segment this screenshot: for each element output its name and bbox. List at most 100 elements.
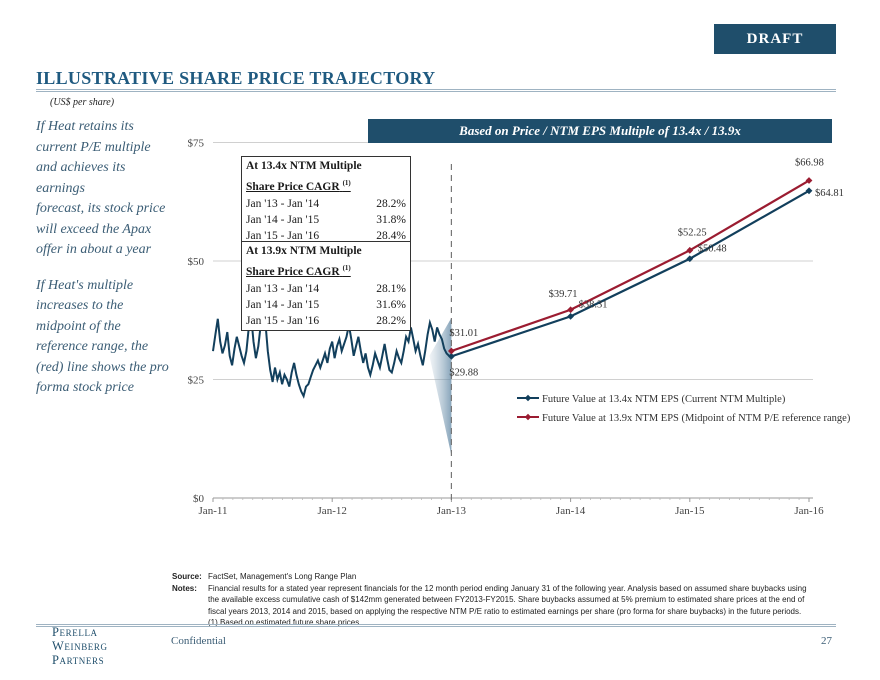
data-label: $29.88 bbox=[449, 367, 478, 378]
cagr-row: Jan '14 - Jan '15 31.6% bbox=[246, 297, 406, 313]
y-tick-label: $25 bbox=[188, 375, 205, 387]
cagr-period: Jan '15 - Jan '16 bbox=[246, 314, 320, 327]
data-label: $39.71 bbox=[549, 289, 578, 300]
title-rule bbox=[36, 89, 836, 92]
source-key: Source: bbox=[172, 572, 202, 581]
sidebar-paragraph-2: If Heat's multiple increases to the midp… bbox=[36, 276, 169, 399]
sidebar-line: reference range, the bbox=[36, 339, 149, 354]
cagr-period: Jan '13 - Jan '14 bbox=[246, 282, 320, 295]
x-tick-label: Jan-13 bbox=[437, 505, 467, 517]
legend-label: Future Value at 13.4x NTM EPS (Current N… bbox=[542, 394, 786, 405]
cagr-period: Jan '13 - Jan '14 bbox=[246, 197, 320, 210]
projection-wedge bbox=[429, 317, 452, 456]
x-tick-label: Jan-12 bbox=[318, 505, 347, 517]
sidebar-line: forma stock price bbox=[36, 380, 134, 395]
data-point-marker bbox=[448, 347, 455, 355]
sidebar-commentary: If Heat retains its current P/E multiple… bbox=[36, 117, 169, 414]
cagr-value: 31.6% bbox=[376, 298, 406, 311]
cagr-subheader-text: Share Price CAGR bbox=[246, 265, 340, 278]
logo-line: Partners bbox=[52, 653, 105, 667]
cagr-row: Jan '13 - Jan '14 28.1% bbox=[246, 281, 406, 297]
data-point-marker bbox=[686, 255, 694, 263]
page-title: ILLUSTRATIVE SHARE PRICE TRAJECTORY bbox=[36, 68, 436, 88]
notes-line: fiscal years 2013, 2014 and 2015, based … bbox=[208, 606, 802, 616]
footnotes: Source: FactSet, Management's Long Range… bbox=[172, 571, 812, 629]
cagr-table-header: At 13.4x NTM Multiple bbox=[246, 160, 362, 172]
data-point-marker bbox=[567, 306, 574, 314]
footnote-marker: (1) bbox=[342, 179, 351, 187]
sidebar-line: If Heat retains its bbox=[36, 119, 134, 134]
y-tick-label: $50 bbox=[188, 256, 205, 268]
data-point-marker bbox=[686, 246, 694, 254]
sidebar-line: offer in about a year bbox=[36, 242, 152, 257]
sidebar-line: and achieves its bbox=[36, 160, 126, 175]
cagr-table-13-4x: At 13.4x NTM Multiple Share Price CAGR (… bbox=[241, 156, 411, 246]
x-tick-label: Jan-14 bbox=[556, 505, 586, 517]
sidebar-line: current P/E multiple bbox=[36, 139, 151, 155]
notes-text: Financial results for a stated year repr… bbox=[208, 583, 812, 629]
sidebar-line: (red) line shows the pro bbox=[36, 359, 169, 375]
sidebar-line: will exceed the Apax bbox=[36, 221, 152, 237]
page-number: 27 bbox=[821, 635, 832, 647]
data-label: $31.01 bbox=[449, 328, 478, 339]
logo-line: Weinberg bbox=[52, 639, 108, 653]
projection-line bbox=[451, 189, 810, 358]
data-label: $38.31 bbox=[579, 299, 608, 310]
cagr-value: 28.4% bbox=[376, 229, 406, 242]
chart-banner: Based on Price / NTM EPS Multiple of 13.… bbox=[368, 119, 832, 143]
confidential-label: Confidential bbox=[171, 635, 226, 647]
legend-swatch-marker bbox=[524, 394, 532, 402]
notes: Notes: Financial results for a stated ye… bbox=[172, 583, 812, 629]
cagr-row: Jan '15 - Jan '16 28.2% bbox=[246, 313, 406, 329]
data-point-marker bbox=[448, 352, 455, 360]
sidebar-paragraph-1: If Heat retains its current P/E multiple… bbox=[36, 117, 166, 261]
cagr-period: Jan '15 - Jan '16 bbox=[246, 229, 320, 242]
notes-line: the available excess cumulative cash of … bbox=[208, 595, 805, 604]
data-point-marker bbox=[567, 313, 574, 320]
cagr-value: 28.1% bbox=[376, 282, 406, 295]
logo-line: Perella bbox=[52, 625, 98, 639]
units-label: (US$ per share) bbox=[50, 97, 115, 108]
cagr-subheader-text: Share Price CAGR bbox=[246, 180, 340, 193]
x-tick-label: Jan-11 bbox=[199, 505, 228, 517]
notes-line: (1) Based on estimated future share pric… bbox=[208, 618, 360, 627]
data-label: $52.25 bbox=[678, 227, 707, 238]
sidebar-line: forecast, its stock price bbox=[36, 201, 166, 216]
data-point-marker bbox=[805, 187, 813, 195]
cagr-table-subheader: Share Price CAGR (1) bbox=[246, 259, 406, 281]
data-label: $50.48 bbox=[698, 244, 727, 255]
notes-line: Financial results for a stated year repr… bbox=[208, 583, 807, 593]
cagr-period: Jan '14 - Jan '15 bbox=[246, 298, 320, 311]
x-tick-label: Jan-16 bbox=[794, 505, 824, 517]
notes-key: Notes: bbox=[172, 583, 197, 593]
sidebar-line: midpoint of the bbox=[36, 318, 121, 334]
cagr-value: 31.8% bbox=[376, 213, 406, 226]
sidebar-line: earnings bbox=[36, 180, 85, 196]
footnote-marker: (1) bbox=[342, 264, 351, 272]
legend-label: Future Value at 13.9x NTM EPS (Midpoint … bbox=[542, 413, 851, 424]
cagr-table-header: At 13.9x NTM Multiple bbox=[246, 245, 362, 257]
cagr-table-subheader: Share Price CAGR (1) bbox=[246, 174, 406, 196]
draft-badge: DRAFT bbox=[714, 24, 836, 54]
x-tick-label: Jan-15 bbox=[675, 505, 705, 517]
cagr-value: 28.2% bbox=[376, 197, 406, 210]
y-tick-label: $0 bbox=[193, 493, 205, 505]
sidebar-line: If Heat's multiple bbox=[36, 277, 134, 293]
data-label: $66.98 bbox=[795, 158, 824, 169]
cagr-value: 28.2% bbox=[376, 314, 406, 327]
cagr-row: Jan '13 - Jan '14 28.2% bbox=[246, 196, 406, 212]
cagr-table-13-9x: At 13.9x NTM Multiple Share Price CAGR (… bbox=[241, 241, 411, 331]
y-tick-label: $75 bbox=[188, 138, 205, 150]
cagr-row: Jan '14 - Jan '15 31.8% bbox=[246, 212, 406, 228]
cagr-row: Jan '15 - Jan '16 28.4% bbox=[246, 228, 406, 244]
footer-rule bbox=[36, 624, 836, 627]
firm-logo: Perella Weinberg Partners bbox=[52, 625, 108, 667]
source-text: FactSet, Management's Long Range Plan bbox=[208, 572, 357, 581]
source-note: Source: FactSet, Management's Long Range… bbox=[172, 571, 812, 583]
sidebar-line: increases to the bbox=[36, 298, 124, 313]
projection-line bbox=[451, 179, 810, 353]
cagr-period: Jan '14 - Jan '15 bbox=[246, 213, 320, 226]
data-label: $64.81 bbox=[815, 188, 844, 199]
legend-swatch-marker bbox=[524, 413, 532, 421]
data-point-marker bbox=[805, 177, 813, 184]
